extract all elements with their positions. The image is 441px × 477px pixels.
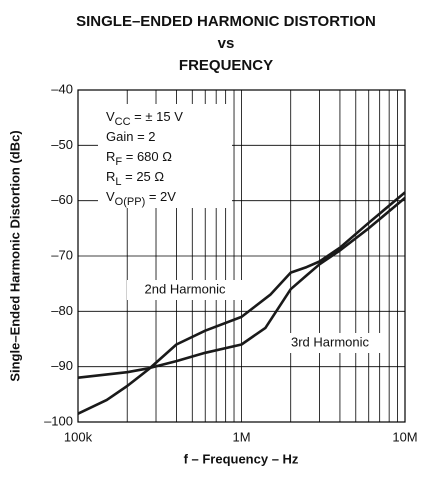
annotation-text: Gain = 2 — [106, 129, 156, 144]
y-tick-label: –40 — [51, 81, 73, 96]
annotation: RL = 25 Ω — [106, 169, 164, 187]
label-background — [272, 333, 388, 353]
annotation-base: R — [106, 169, 115, 184]
x-tick-label: 10M — [392, 429, 417, 444]
y-tick-label: –50 — [51, 137, 73, 152]
annotation-background — [98, 104, 232, 208]
x-axis-label: f – Frequency – Hz — [184, 451, 299, 466]
label-background — [127, 280, 243, 300]
annotation-sub: F — [115, 156, 122, 168]
annotation-text: = ± 15 V — [131, 109, 184, 124]
annotation: Gain = 2 — [106, 129, 156, 144]
annotation-text: = 680 Ω — [122, 149, 172, 164]
annotation-sub: L — [115, 176, 121, 188]
chart-title: SINGLE–ENDED HARMONIC DISTORTION — [76, 13, 376, 30]
y-tick-label: –90 — [51, 358, 73, 373]
annotation: VCC = ± 15 V — [106, 109, 183, 127]
annotation-sub: O(PP) — [115, 196, 146, 208]
y-axis-label: Single–Ended Harmonic Distortion (dBc) — [7, 130, 22, 381]
y-tick-label: –60 — [51, 192, 73, 207]
chart-title: vs — [218, 35, 235, 52]
plot-frame — [77, 89, 406, 423]
series-label: 3rd Harmonic — [291, 334, 370, 349]
annotation-base: R — [106, 149, 115, 164]
chart-title: FREQUENCY — [179, 57, 273, 74]
y-tick-label: –70 — [51, 247, 73, 262]
series-label: 2nd Harmonic — [145, 281, 226, 296]
annotation-base: V — [106, 109, 115, 124]
annotation-sub: CC — [115, 116, 131, 128]
x-tick-label: 100k — [64, 429, 93, 444]
annotation-text: = 25 Ω — [122, 169, 165, 184]
annotation: RF = 680 Ω — [106, 149, 172, 167]
annotation: VO(PP) = 2V — [106, 189, 176, 207]
annotation-base: V — [106, 189, 115, 204]
series-line — [77, 191, 406, 415]
y-tick-label: –80 — [51, 303, 73, 318]
y-tick-label: –100 — [44, 413, 73, 428]
x-tick-label: 1M — [232, 429, 250, 444]
annotation-text: = 2V — [145, 189, 176, 204]
